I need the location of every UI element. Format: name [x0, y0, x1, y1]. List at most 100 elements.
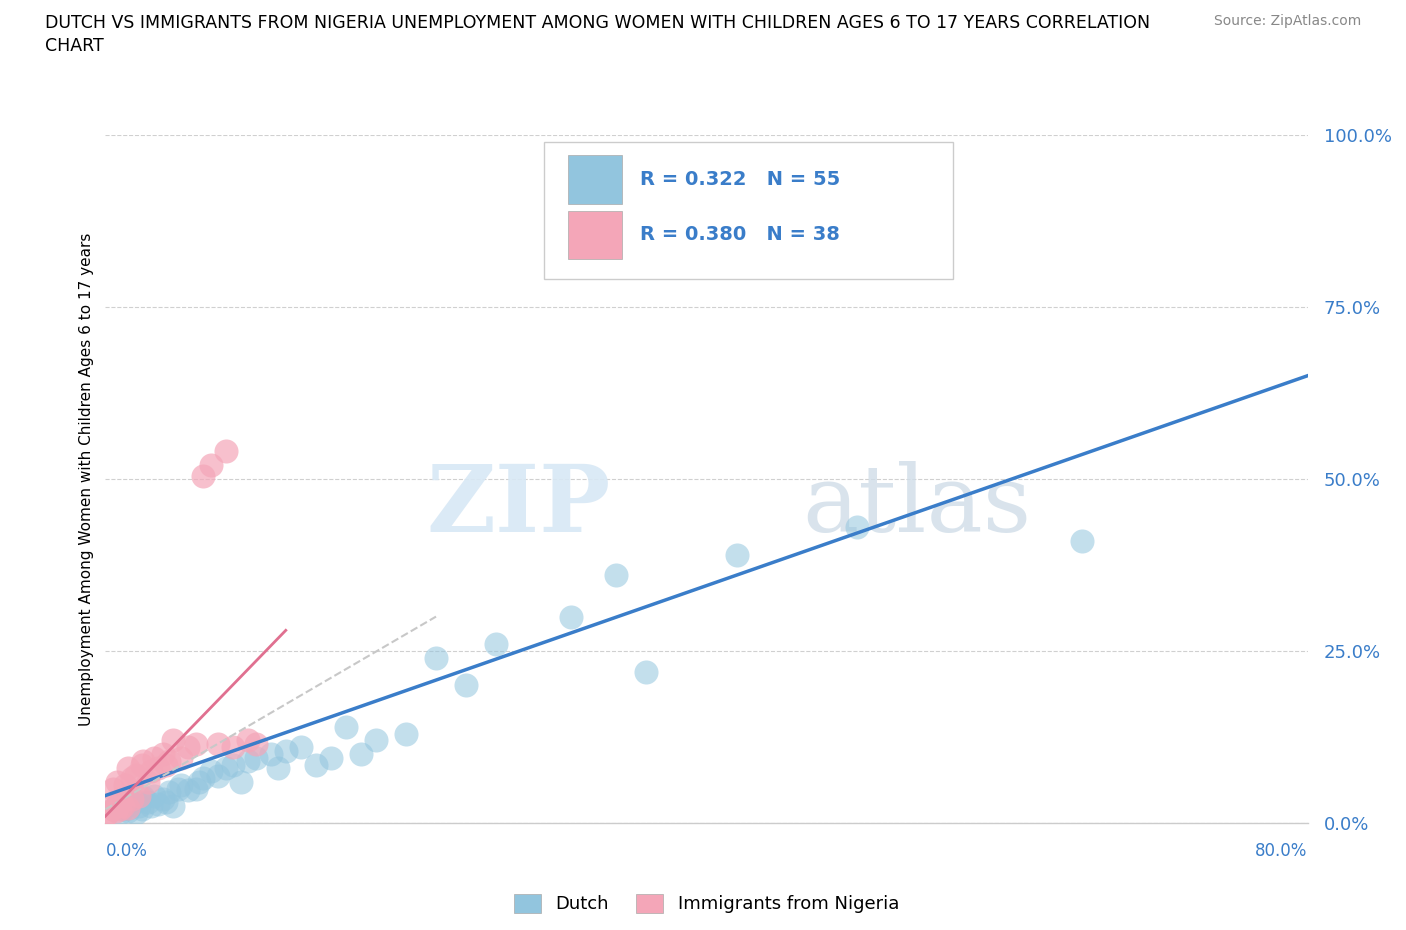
Point — [107, 775, 129, 790]
Point — [114, 798, 136, 813]
Point — [191, 771, 214, 786]
Bar — [568, 155, 623, 204]
Point — [132, 753, 155, 768]
Point — [132, 790, 155, 804]
Point — [200, 458, 222, 472]
Point — [187, 775, 209, 790]
Point — [184, 781, 207, 796]
Point — [110, 795, 132, 810]
Point — [274, 743, 297, 758]
Point — [305, 757, 328, 772]
Point — [152, 747, 174, 762]
Legend: Dutch, Immigrants from Nigeria: Dutch, Immigrants from Nigeria — [506, 887, 907, 921]
Point — [364, 733, 387, 748]
Point — [131, 757, 153, 772]
Text: CHART: CHART — [45, 37, 104, 55]
Text: R = 0.322   N = 55: R = 0.322 N = 55 — [640, 170, 841, 189]
Point — [395, 726, 418, 741]
Point — [177, 740, 200, 755]
Point — [118, 801, 141, 816]
Point — [157, 785, 180, 800]
Point — [124, 767, 146, 782]
Point — [605, 568, 627, 583]
Point — [214, 761, 236, 776]
Point — [101, 781, 124, 796]
Point — [425, 650, 447, 665]
Text: 80.0%: 80.0% — [1256, 842, 1308, 859]
Point — [245, 751, 267, 765]
Point — [142, 751, 165, 765]
Point — [136, 795, 159, 810]
Point — [184, 737, 207, 751]
Point — [157, 753, 180, 768]
Point — [110, 795, 132, 810]
Point — [200, 764, 222, 779]
Point — [162, 733, 184, 748]
Point — [169, 777, 191, 792]
Point — [110, 802, 132, 817]
Point — [146, 761, 169, 776]
Point — [222, 757, 245, 772]
Point — [131, 802, 153, 817]
Point — [214, 444, 236, 458]
Point — [485, 637, 508, 652]
Point — [117, 801, 139, 816]
Point — [222, 740, 245, 755]
Point — [177, 782, 200, 797]
Point — [121, 796, 143, 811]
Point — [229, 775, 252, 790]
Point — [267, 761, 290, 776]
Text: R = 0.380   N = 38: R = 0.380 N = 38 — [640, 225, 841, 245]
Point — [454, 678, 477, 693]
Point — [97, 805, 120, 820]
Point — [136, 775, 159, 790]
Point — [238, 753, 260, 768]
Point — [636, 664, 658, 679]
Point — [146, 796, 169, 811]
Point — [112, 798, 135, 813]
Point — [112, 802, 135, 817]
Point — [98, 798, 121, 813]
Point — [335, 719, 357, 734]
Point — [94, 809, 117, 824]
Point — [139, 764, 162, 779]
Point — [117, 761, 139, 776]
Point — [560, 609, 582, 624]
Point — [117, 791, 139, 806]
Point — [350, 747, 373, 762]
Point — [124, 793, 146, 808]
Point — [725, 547, 748, 562]
Point — [245, 737, 267, 751]
Point — [142, 788, 165, 803]
Text: Source: ZipAtlas.com: Source: ZipAtlas.com — [1213, 14, 1361, 28]
Point — [121, 771, 143, 786]
Point — [152, 791, 174, 806]
Point — [101, 802, 124, 817]
Point — [128, 788, 150, 803]
Point — [166, 781, 188, 796]
Point — [207, 737, 229, 751]
Text: 0.0%: 0.0% — [105, 842, 148, 859]
Point — [107, 798, 129, 813]
Y-axis label: Unemployment Among Women with Children Ages 6 to 17 years: Unemployment Among Women with Children A… — [79, 232, 94, 725]
Point — [114, 777, 136, 792]
Point — [104, 804, 127, 818]
FancyBboxPatch shape — [544, 141, 953, 279]
Point — [290, 740, 312, 755]
Point — [121, 791, 143, 806]
Point — [155, 795, 177, 810]
Point — [117, 804, 139, 818]
Text: DUTCH VS IMMIGRANTS FROM NIGERIA UNEMPLOYMENT AMONG WOMEN WITH CHILDREN AGES 6 T: DUTCH VS IMMIGRANTS FROM NIGERIA UNEMPLO… — [45, 14, 1150, 32]
Point — [107, 798, 129, 813]
Bar — [568, 210, 623, 259]
Point — [1071, 534, 1094, 549]
Point — [124, 805, 146, 820]
Point — [128, 798, 150, 813]
Point — [845, 520, 868, 535]
Text: ZIP: ZIP — [426, 461, 610, 551]
Point — [155, 757, 177, 772]
Point — [238, 733, 260, 748]
Point — [191, 468, 214, 483]
Point — [169, 751, 191, 765]
Point — [319, 751, 342, 765]
